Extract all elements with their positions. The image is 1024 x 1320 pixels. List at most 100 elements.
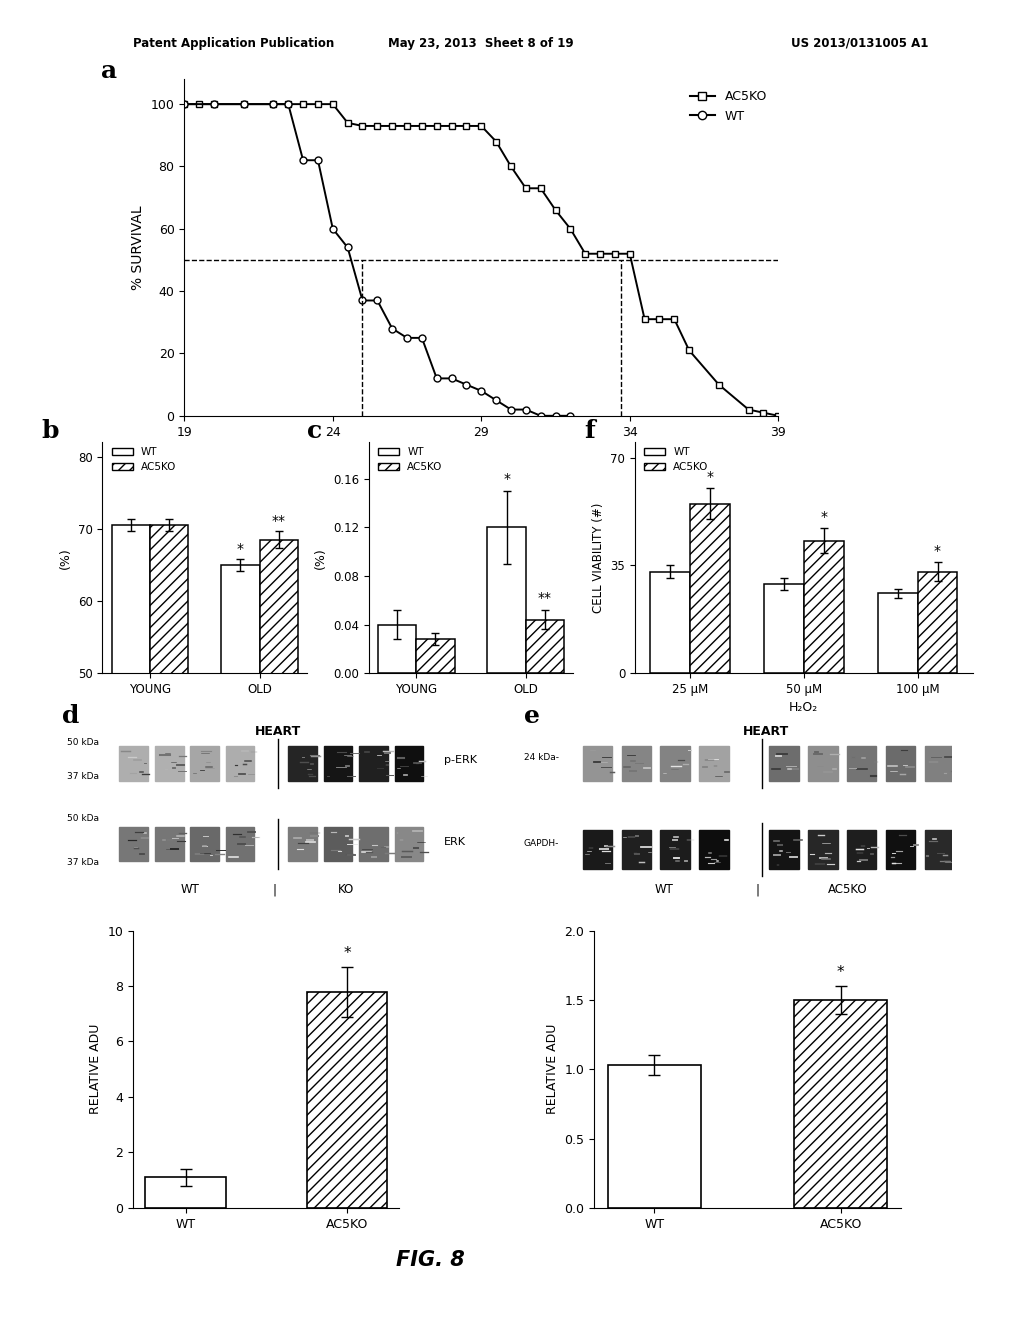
- Text: **: **: [538, 591, 552, 605]
- Text: HEART: HEART: [742, 725, 788, 738]
- Bar: [622, 830, 651, 869]
- Line: WT: WT: [181, 100, 573, 420]
- Bar: [690, 504, 730, 673]
- AC5KO: [639, 312, 651, 327]
- AC5KO: [460, 117, 472, 133]
- Bar: [660, 746, 690, 780]
- Text: c: c: [307, 418, 323, 444]
- Text: 24 kDa-: 24 kDa-: [524, 754, 559, 762]
- Y-axis label: (%): (%): [59, 546, 73, 569]
- WT: [341, 240, 354, 256]
- Bar: [119, 826, 148, 861]
- AC5KO: [772, 408, 784, 424]
- Line: AC5KO: AC5KO: [181, 100, 781, 420]
- AC5KO: [668, 312, 680, 327]
- Legend: WT, AC5KO: WT, AC5KO: [374, 442, 446, 477]
- Bar: [794, 1001, 887, 1208]
- WT: [549, 408, 561, 424]
- WT: [297, 152, 309, 168]
- AC5KO: [356, 117, 369, 133]
- Text: f: f: [584, 418, 595, 444]
- Bar: [289, 746, 317, 780]
- Text: Patent Application Publication: Patent Application Publication: [133, 37, 335, 50]
- AC5KO: [713, 376, 725, 392]
- Bar: [847, 830, 877, 869]
- Text: e: e: [524, 704, 541, 729]
- Text: *: *: [837, 965, 845, 981]
- WT: [475, 383, 487, 399]
- Bar: [886, 830, 915, 869]
- Bar: [190, 746, 219, 780]
- WT: [356, 293, 369, 309]
- WT: [416, 330, 428, 346]
- AC5KO: [178, 96, 190, 112]
- Text: 37 kDa: 37 kDa: [67, 858, 99, 867]
- AC5KO: [489, 133, 502, 149]
- Bar: [259, 540, 298, 1034]
- Text: d: d: [61, 704, 79, 729]
- Text: KO: KO: [338, 883, 354, 896]
- AC5KO: [624, 246, 636, 261]
- WT: [520, 401, 532, 417]
- Bar: [886, 746, 915, 780]
- Y-axis label: (%): (%): [314, 546, 328, 569]
- AC5KO: [683, 342, 695, 358]
- AC5KO: [594, 246, 606, 261]
- Bar: [394, 746, 424, 780]
- Text: *: *: [237, 543, 244, 556]
- AC5KO: [475, 117, 487, 133]
- WT: [564, 408, 577, 424]
- Text: ERK: ERK: [443, 837, 466, 847]
- WT: [445, 371, 458, 387]
- AC5KO: [549, 202, 561, 218]
- WT: [386, 321, 398, 337]
- Bar: [808, 746, 838, 780]
- Bar: [119, 746, 148, 780]
- WT: [489, 392, 502, 408]
- Bar: [583, 746, 612, 780]
- Bar: [394, 826, 424, 861]
- AC5KO: [401, 117, 414, 133]
- Bar: [847, 746, 877, 780]
- WT: [430, 371, 442, 387]
- Bar: [221, 565, 259, 1034]
- WT: [371, 293, 383, 309]
- AC5KO: [371, 117, 383, 133]
- Bar: [378, 624, 417, 673]
- Text: *: *: [503, 473, 510, 486]
- Bar: [764, 583, 804, 673]
- Bar: [359, 746, 388, 780]
- Bar: [324, 826, 352, 861]
- Bar: [650, 572, 690, 673]
- Text: *: *: [707, 470, 714, 483]
- Bar: [289, 826, 317, 861]
- WT: [311, 152, 324, 168]
- Bar: [804, 541, 844, 673]
- Legend: AC5KO, WT: AC5KO, WT: [685, 86, 772, 128]
- Y-axis label: RELATIVE ADU: RELATIVE ADU: [89, 1024, 102, 1114]
- AC5KO: [564, 220, 577, 236]
- AC5KO: [416, 117, 428, 133]
- Bar: [145, 1177, 226, 1208]
- Bar: [112, 525, 151, 1034]
- Text: p-ERK: p-ERK: [443, 755, 477, 764]
- Bar: [878, 593, 918, 673]
- Text: FIG. 8: FIG. 8: [395, 1250, 465, 1270]
- AC5KO: [520, 181, 532, 197]
- AC5KO: [742, 401, 755, 417]
- Text: **: **: [271, 513, 286, 528]
- AC5KO: [193, 96, 205, 112]
- Text: b: b: [41, 418, 58, 444]
- Text: *: *: [820, 510, 827, 524]
- AC5KO: [505, 158, 517, 174]
- AC5KO: [282, 96, 294, 112]
- Y-axis label: CELL VIABILITY (#): CELL VIABILITY (#): [592, 503, 605, 612]
- Bar: [808, 830, 838, 869]
- Y-axis label: % SURVIVAL: % SURVIVAL: [131, 205, 145, 290]
- X-axis label: H₂O₂: H₂O₂: [790, 701, 818, 714]
- AC5KO: [535, 181, 547, 197]
- Text: May 23, 2013  Sheet 8 of 19: May 23, 2013 Sheet 8 of 19: [388, 37, 574, 50]
- Text: WT: WT: [655, 883, 674, 896]
- Text: *: *: [934, 544, 941, 557]
- AC5KO: [430, 117, 442, 133]
